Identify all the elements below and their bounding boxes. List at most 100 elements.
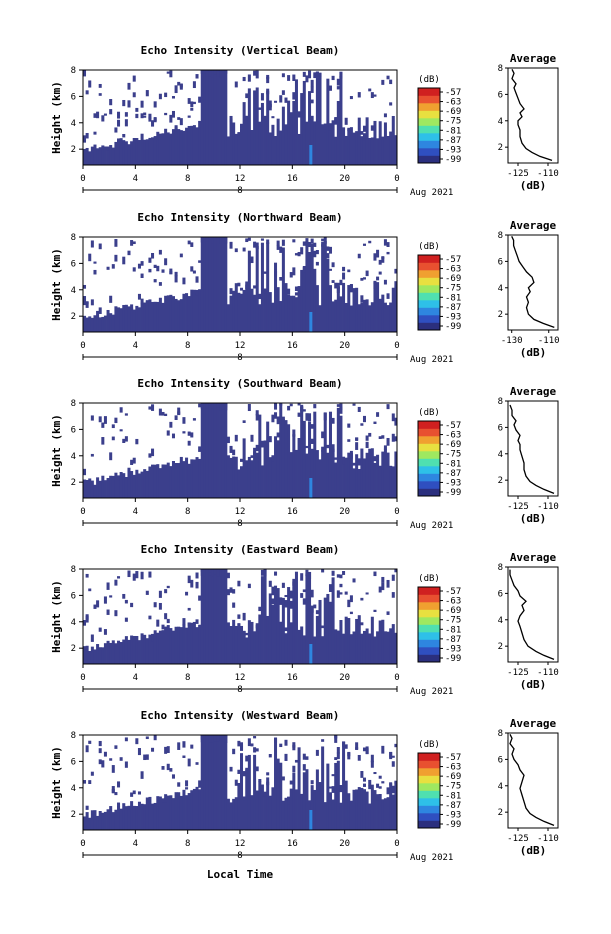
echo-column: [83, 816, 87, 830]
date-marker: 8: [237, 186, 242, 196]
echo-column: [219, 403, 223, 498]
echo-column: [381, 136, 385, 165]
echo-column: [148, 796, 152, 830]
echo-column: [216, 735, 220, 830]
echo-column: [376, 138, 380, 165]
echo-patch: [260, 242, 264, 245]
echo-patch: [386, 251, 390, 255]
echo-patch: [336, 404, 340, 407]
colorbar-tick-label: -99: [445, 488, 461, 498]
echo-column: [376, 282, 380, 332]
echo-column: [294, 79, 298, 165]
echo-patch: [171, 96, 175, 99]
echo-patch: [174, 85, 178, 94]
echo-column: [284, 633, 288, 664]
echo-column: [234, 283, 238, 332]
echo-column: [132, 805, 136, 830]
echo-column: [279, 301, 283, 332]
x-tick-label: 0: [80, 174, 85, 184]
echo-patch: [164, 626, 168, 634]
echo-column: [347, 793, 351, 830]
echo-patch: [114, 254, 118, 262]
echo-patch: [268, 754, 272, 758]
echo-column: [253, 754, 257, 830]
echo-patch: [177, 782, 181, 787]
echo-column: [386, 135, 390, 165]
echo-patch: [370, 760, 374, 768]
echo-column: [334, 136, 338, 165]
echo-patch: [255, 623, 259, 629]
echo-patch: [171, 774, 175, 779]
echo-column: [200, 70, 204, 165]
echo-column: [182, 293, 186, 332]
echo-patch: [373, 94, 377, 97]
echo-patch: [289, 112, 293, 118]
echo-patch: [258, 107, 262, 110]
colorbar-tick-label: -69: [445, 606, 461, 616]
echo-patch: [289, 780, 293, 785]
x-tick-label: 4: [133, 174, 138, 184]
echo-column: [93, 484, 97, 498]
echo-patch: [190, 108, 194, 111]
colorbar-segment: [418, 647, 440, 655]
echo-column: [198, 458, 202, 498]
echo-patch: [336, 286, 340, 293]
echo-patch: [153, 118, 157, 121]
echo-patch: [305, 238, 309, 243]
echo-patch: [137, 791, 141, 795]
echo-patch: [315, 71, 319, 77]
echo-patch: [117, 475, 121, 481]
echo-patch: [226, 572, 230, 579]
echo-patch: [336, 747, 340, 754]
x-tick-label: 20: [339, 341, 350, 351]
echo-patch: [276, 432, 280, 438]
echo-patch: [151, 252, 155, 259]
echo-column: [383, 302, 387, 332]
echo-column: [96, 815, 100, 830]
echo-patch: [344, 591, 348, 595]
colorbar-segment: [418, 133, 440, 141]
echo-column: [195, 786, 199, 830]
echo-patch: [166, 763, 170, 771]
echo-patch: [187, 575, 191, 584]
average-y-tick-label: 6: [498, 90, 503, 100]
average-frame: [507, 400, 559, 497]
echo-column: [88, 316, 92, 332]
echo-patch: [237, 282, 241, 287]
echo-patch: [124, 761, 128, 768]
echo-column: [276, 588, 280, 664]
echo-column: [386, 452, 390, 498]
echo-column: [274, 585, 278, 664]
echo-patch: [158, 602, 162, 610]
echo-patch: [161, 798, 165, 803]
echo-patch: [234, 434, 238, 442]
echo-column: [226, 798, 230, 830]
echo-patch: [274, 737, 278, 743]
echo-patch: [83, 620, 87, 626]
echo-patch: [124, 737, 128, 742]
echo-column: [349, 634, 353, 664]
echo-column: [103, 315, 107, 332]
colorbar-tick-label: -57: [445, 88, 461, 98]
heatmap: [83, 70, 398, 165]
echo-column: [119, 308, 123, 332]
echo-column: [281, 106, 285, 165]
echo-patch: [211, 569, 215, 577]
echo-column: [124, 806, 128, 830]
echo-patch: [305, 756, 309, 760]
echo-column: [208, 403, 212, 498]
echo-column: [240, 128, 244, 165]
echo-patch: [321, 569, 325, 573]
echo-column: [122, 473, 126, 498]
echo-patch: [232, 589, 236, 594]
echo-patch: [240, 458, 244, 462]
echo-patch: [347, 439, 351, 442]
echo-patch: [226, 436, 230, 444]
average-x-label: (dB): [520, 346, 547, 359]
colorbar-tick-label: -87: [445, 469, 461, 479]
echo-column: [132, 474, 136, 498]
echo-column: [177, 300, 181, 332]
colorbar-segment: [418, 602, 440, 610]
echo-patch: [182, 618, 186, 626]
